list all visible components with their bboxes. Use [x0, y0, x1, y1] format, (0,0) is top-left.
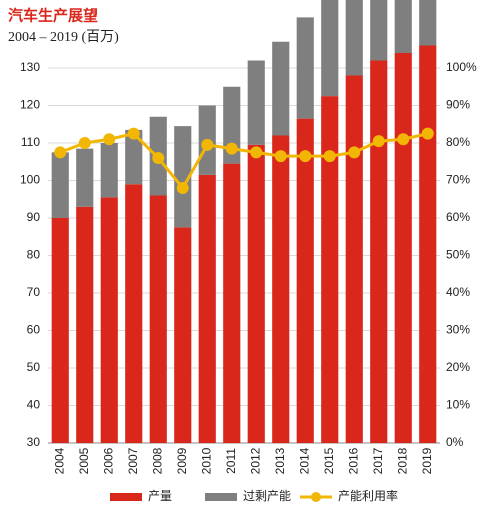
bar	[125, 184, 143, 443]
x-tick-label: 2012	[248, 447, 262, 474]
marker	[201, 138, 214, 151]
marker	[323, 150, 336, 163]
bar	[51, 218, 69, 443]
y-tick-label: 110	[21, 135, 40, 149]
legend-label: 产能利用率	[338, 488, 398, 503]
y-tick-label: 100	[20, 173, 40, 187]
bar	[321, 0, 339, 97]
legend-label: 过剩产能	[243, 489, 291, 503]
bar	[272, 41, 290, 136]
bar	[125, 129, 143, 185]
bar	[76, 148, 94, 207]
bar	[174, 126, 192, 228]
y-tick-label: 40	[27, 398, 41, 412]
bar	[272, 135, 290, 443]
y-tick-label: 60	[27, 323, 41, 337]
y2-tick-label: 10%	[446, 398, 470, 412]
y-tick-label: 120	[20, 98, 40, 112]
marker	[127, 127, 140, 140]
y2-tick-label: 30%	[446, 323, 470, 337]
y2-tick-label: 60%	[446, 210, 470, 224]
bar	[223, 86, 241, 164]
bar	[345, 0, 363, 76]
legend-label: 产量	[148, 489, 172, 503]
marker	[176, 182, 189, 194]
line	[59, 131, 429, 191]
bar	[198, 174, 216, 443]
x-tick-label: 2015	[322, 447, 336, 474]
y2-tick-label: 50%	[446, 248, 470, 262]
y2-tick-label: 0%	[446, 435, 464, 449]
bar	[345, 75, 363, 443]
x-tick-label: 2006	[101, 447, 115, 474]
marker	[152, 152, 165, 164]
marker	[250, 146, 263, 159]
bar	[296, 17, 314, 119]
y-tick-label: 80	[27, 248, 41, 262]
legend-swatch	[311, 492, 321, 502]
marker	[103, 133, 116, 146]
bar	[370, 0, 388, 61]
y2-tick-label: 80%	[446, 135, 470, 149]
marker	[397, 133, 410, 146]
y-tick-label: 130	[20, 60, 40, 74]
x-tick-label: 2018	[395, 447, 409, 474]
y2-tick-label: 40%	[446, 285, 470, 299]
y-tick-label: 70	[27, 285, 41, 299]
bar	[51, 152, 69, 218]
y2-tick-label: 100%	[446, 60, 477, 74]
x-tick-label: 2011	[224, 448, 238, 474]
x-tick-label: 2004	[52, 447, 66, 474]
bar	[394, 53, 412, 443]
bar	[247, 144, 265, 443]
bar	[100, 143, 118, 198]
legend-swatch	[110, 493, 142, 501]
x-tick-label: 2014	[297, 447, 311, 474]
x-tick-label: 2007	[126, 447, 140, 474]
x-tick-label: 2010	[199, 447, 213, 474]
marker	[54, 146, 67, 159]
bar	[419, 0, 437, 46]
x-tick-label: 2009	[175, 447, 189, 474]
legend-swatch	[205, 493, 237, 501]
bar	[100, 197, 118, 443]
y-tick-label: 90	[27, 210, 41, 224]
y2-tick-label: 90%	[446, 98, 470, 112]
y-tick-label: 30	[27, 435, 41, 449]
x-tick-label: 2008	[150, 447, 164, 474]
x-tick-label: 2005	[77, 447, 91, 474]
bar	[296, 118, 314, 443]
bar	[76, 206, 94, 443]
marker	[421, 127, 434, 140]
bar	[370, 60, 388, 443]
bar	[247, 60, 265, 145]
marker	[274, 150, 287, 163]
x-tick-label: 2017	[371, 447, 385, 474]
marker	[225, 142, 238, 155]
bar	[321, 96, 339, 443]
y2-tick-label: 20%	[446, 360, 470, 374]
y2-tick-label: 70%	[446, 173, 470, 187]
bar	[174, 227, 192, 443]
chart-subtitle: 2004 – 2019 (百万)	[8, 29, 119, 45]
bar	[149, 195, 167, 443]
chart-title: 汽车生产展望	[8, 7, 98, 25]
y-tick-label: 50	[27, 360, 41, 374]
x-tick-label: 2013	[273, 447, 287, 474]
x-tick-label: 2016	[346, 447, 360, 474]
marker	[299, 150, 312, 163]
marker	[78, 137, 91, 149]
marker	[348, 146, 361, 159]
marker	[372, 135, 385, 148]
bar	[419, 45, 437, 443]
x-tick-label: 2019	[420, 447, 434, 474]
bar	[394, 0, 412, 53]
bar	[223, 163, 241, 443]
